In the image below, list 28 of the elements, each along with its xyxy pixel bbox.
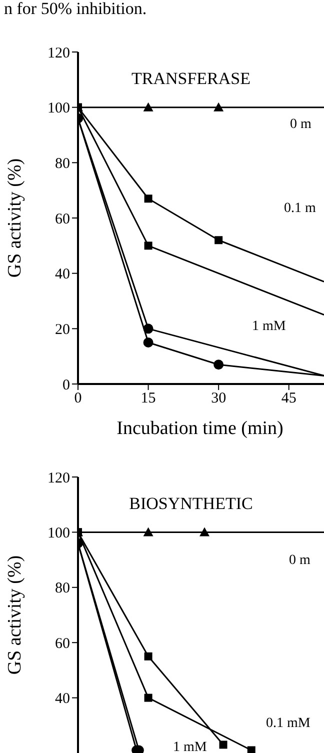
y-tick-label: 100 (48, 100, 70, 117)
y-tick-label: 60 (55, 211, 70, 228)
annotation: 0.1 mM (266, 716, 311, 731)
y-tick-label: 120 (48, 45, 70, 62)
x-tick-label: 15 (140, 390, 156, 407)
y-axis-title: GS activity (%) (4, 555, 26, 675)
text: TRANSFERASE (131, 69, 251, 88)
annotation: 0.1 m (284, 201, 316, 216)
y-tick-label: 20 (55, 322, 70, 338)
y-tick-label: 0 (62, 377, 70, 394)
x-tick-label: 0 (74, 390, 82, 407)
x-tick-label: 30 (211, 390, 226, 407)
x-axis-title: Incubation time (min) (116, 418, 284, 439)
y-tick-label: 40 (55, 691, 70, 708)
text: BIOSYNTHETIC (129, 494, 253, 513)
y-tick-label: 40 (55, 266, 70, 283)
annotation: 1 mM (173, 740, 208, 753)
y-tick-label: 80 (55, 156, 70, 172)
annotation: 1 mM (252, 319, 286, 334)
y-tick-label: 100 (48, 526, 70, 542)
annotation: 0 m (290, 117, 312, 132)
text: n for 50% inhibition. (4, 0, 147, 18)
y-tick-label: 60 (55, 636, 70, 652)
y-tick-label: 80 (55, 580, 70, 597)
x-tick-label: 45 (281, 390, 296, 407)
y-tick-label: 120 (48, 470, 70, 486)
annotation: 0 m (289, 553, 310, 568)
y-axis-title: GS activity (%) (4, 158, 26, 278)
